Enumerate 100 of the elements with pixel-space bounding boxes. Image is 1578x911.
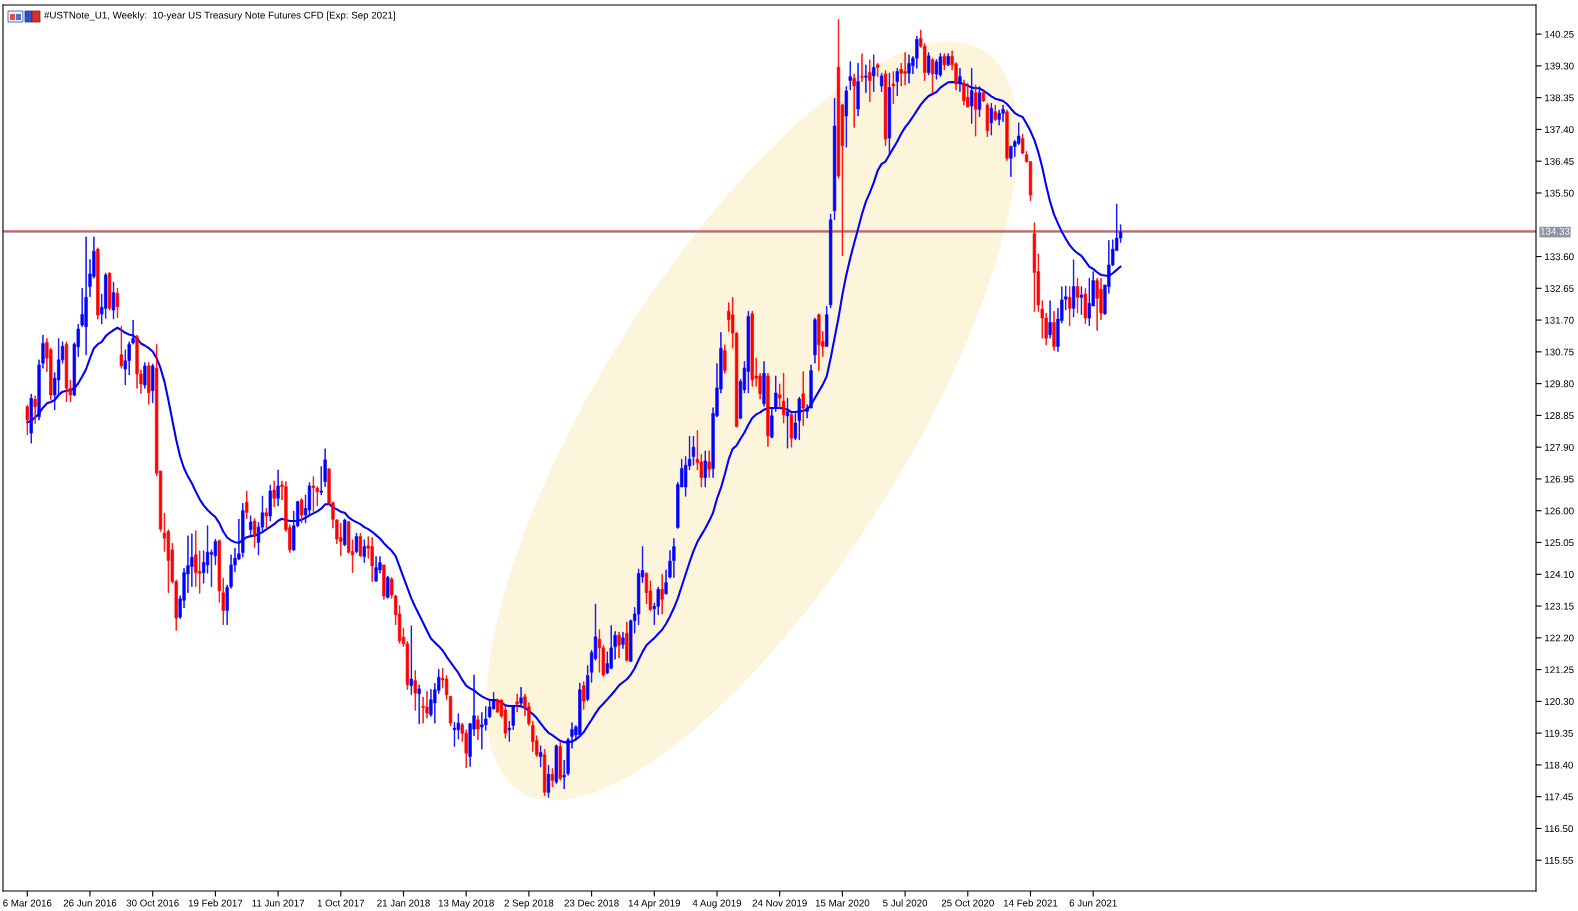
y-tick-label: 120.30: [1545, 698, 1574, 705]
y-tick-label: 125.05: [1545, 539, 1574, 547]
x-tick-label: 6 Mar 2016: [3, 899, 52, 907]
candlestick: [1083, 287, 1087, 325]
x-tick-label: 24 Nov 2019: [752, 899, 807, 907]
y-tick-label: 139.30: [1545, 62, 1574, 70]
candlestick: [386, 575, 390, 599]
candlestick: [946, 53, 950, 67]
candlestick: [370, 537, 374, 582]
candlestick: [852, 73, 856, 128]
candlestick: [625, 621, 629, 662]
candlestick: [672, 538, 676, 578]
candlestick: [801, 371, 805, 427]
candlestick: [813, 317, 817, 364]
x-tick-label: 4 Aug 2019: [692, 899, 742, 909]
candlestick: [973, 84, 978, 137]
candlestick: [264, 508, 268, 529]
y-tick-label: 123.15: [1545, 602, 1574, 610]
candlestick: [546, 764, 551, 798]
y-tick-label: 115.55: [1545, 857, 1573, 864]
y-tick-label: 126.95: [1545, 475, 1574, 483]
candlestick: [1001, 104, 1005, 123]
candlestick: [750, 311, 754, 387]
candlestick: [249, 515, 253, 536]
candlestick: [111, 281, 116, 320]
y-tick-label: 130.75: [1545, 348, 1574, 356]
y-tick-label: 129.80: [1545, 380, 1574, 388]
candlestick: [781, 372, 786, 424]
candlestick: [872, 54, 876, 92]
candlestick: [84, 236, 88, 356]
y-tick-label: 119.35: [1545, 729, 1573, 737]
y-tick-label: 121.25: [1545, 666, 1574, 674]
candlestick: [876, 62, 880, 77]
candlestick: [1079, 286, 1084, 316]
candlestick: [339, 522, 343, 557]
candlestick: [789, 412, 794, 448]
candlestick: [276, 469, 280, 507]
candlestick: [107, 272, 112, 311]
candlestick: [268, 484, 272, 522]
candlestick: [25, 404, 29, 436]
candlestick: [413, 670, 417, 711]
x-tick-label: 19 Feb 2017: [188, 899, 243, 907]
candlestick: [96, 247, 100, 320]
candlestick: [558, 741, 562, 781]
candlestick: [989, 102, 993, 136]
y-tick-label: 132.65: [1545, 285, 1574, 292]
candlestick: [797, 396, 801, 441]
x-tick-label: 30 Oct 2016: [126, 899, 179, 907]
candlestick: [147, 362, 151, 405]
candlestick: [621, 631, 625, 649]
candlestick: [723, 344, 727, 374]
candlestick: [977, 86, 982, 118]
y-tick-label: 128.85: [1545, 412, 1574, 420]
x-tick-label: 14 Feb 2021: [1003, 899, 1058, 907]
candlestick: [252, 518, 257, 548]
candlestick: [519, 686, 523, 708]
text: #USTNote_U1, Weekly: 10-year US Treasury Note Futures CFD [Exp: Sep 2021]: [44, 11, 395, 21]
candlestick: [1032, 222, 1037, 313]
candlestick: [660, 573, 664, 615]
x-tick-label: 1 Oct 2017: [317, 899, 365, 907]
candlestick: [766, 372, 770, 447]
y-tick-label: 127.90: [1545, 443, 1574, 451]
candlestick: [617, 631, 621, 659]
y-tick-label: 117.45: [1545, 793, 1573, 801]
candlestick: [582, 681, 586, 710]
candlestick: [703, 450, 707, 488]
candlestick: [1075, 277, 1080, 314]
x-tick-label: 21 Jan 2018: [377, 899, 430, 907]
candlestick: [907, 54, 911, 84]
x-tick-label: 5 Jul 2020: [883, 899, 928, 907]
x-tick-label: 23 Dec 2018: [564, 899, 619, 907]
candlestick: [272, 480, 276, 508]
candlestick: [860, 53, 864, 82]
candlestick: [746, 311, 750, 394]
candlestick: [362, 539, 366, 563]
candlestick: [891, 71, 895, 105]
candlestick: [868, 59, 872, 103]
candlestick: [374, 556, 378, 582]
candlestick: [64, 341, 69, 403]
candlestick: [930, 57, 935, 94]
y-tick-label: 133.60: [1545, 253, 1574, 261]
candlestick: [879, 72, 884, 92]
x-tick-label: 6 Jun 2021: [1069, 899, 1117, 907]
y-tick-label: 126.00: [1545, 507, 1574, 515]
candlestick: [938, 53, 942, 77]
candlestick: [895, 67, 899, 97]
y-tick-label: 116.50: [1545, 825, 1573, 833]
candlestick: [29, 393, 33, 444]
candlestick: [554, 744, 558, 784]
y-tick-label: 138.35: [1545, 94, 1574, 102]
x-tick-label: 15 Mar 2020: [815, 899, 870, 907]
y-tick-label: 118.40: [1545, 761, 1573, 769]
candlestick: [115, 287, 120, 319]
candlestick: [119, 325, 123, 369]
candlestick: [993, 104, 997, 122]
candlestick: [883, 70, 888, 147]
candlestick: [981, 91, 986, 103]
y-tick-label: 137.40: [1545, 126, 1574, 134]
candlestick: [409, 625, 413, 696]
x-tick-label: 14 Apr 2019: [628, 899, 681, 909]
